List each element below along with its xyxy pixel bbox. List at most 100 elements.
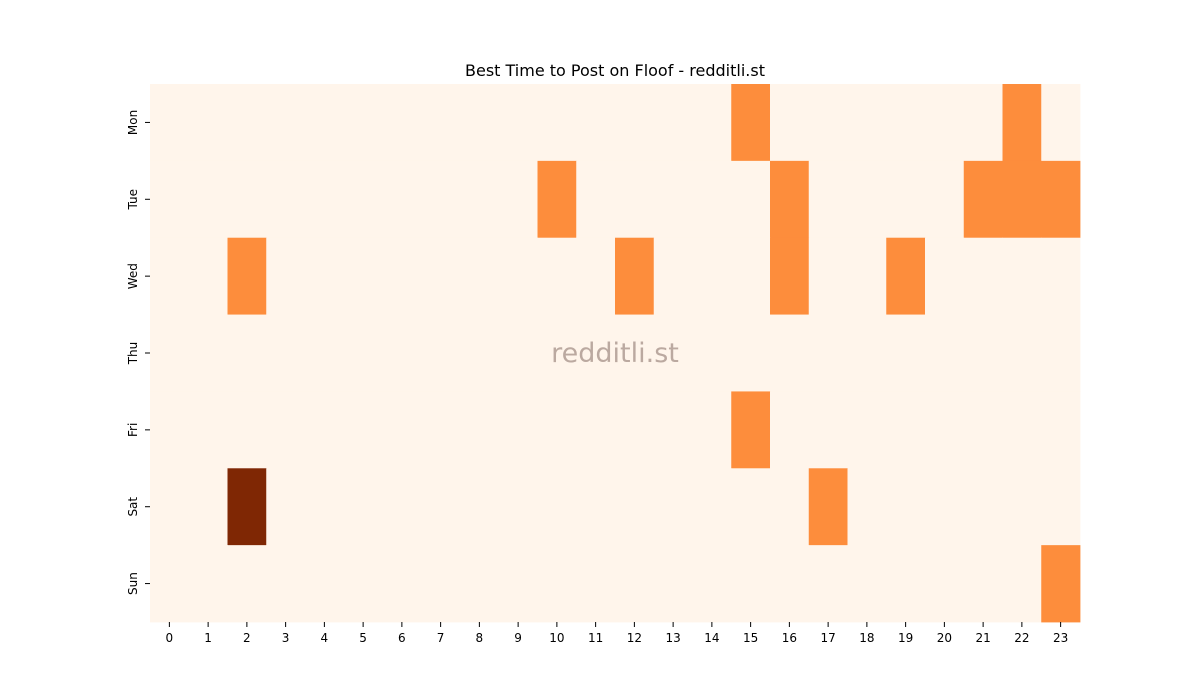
heatmap-cell	[808, 160, 848, 239]
heatmap-cell	[692, 237, 732, 315]
heatmap-cell	[731, 314, 771, 392]
heatmap-cell	[460, 545, 500, 623]
heatmap-cell	[305, 545, 345, 623]
heatmap-cell	[770, 237, 810, 315]
heatmap-cell	[1041, 237, 1081, 315]
heatmap-cell	[382, 237, 422, 315]
heatmap-cell	[421, 160, 461, 239]
heatmap-cell	[731, 391, 771, 469]
heatmap-cell	[1041, 84, 1081, 162]
heatmap-cell	[188, 84, 228, 162]
x-tick-label: 0	[166, 631, 174, 645]
x-tick-label: 10	[549, 631, 564, 645]
heatmap-cell	[150, 160, 190, 239]
heatmap-cell	[1002, 160, 1042, 239]
heatmap-cell	[382, 314, 422, 392]
heatmap-cell	[847, 160, 887, 239]
heatmap-cell	[150, 84, 190, 162]
heatmap-cell	[886, 468, 926, 546]
heatmap-cell	[460, 84, 500, 162]
heatmap-cell	[382, 160, 422, 239]
heatmap-cell	[266, 468, 306, 546]
heatmap-cell	[266, 545, 306, 623]
x-tick-label: 7	[437, 631, 445, 645]
heatmap-cell	[925, 314, 965, 392]
watermark: redditli.st	[551, 338, 679, 369]
heatmap-cell	[382, 84, 422, 162]
heatmap-cell	[305, 314, 345, 392]
heatmap-cell	[421, 391, 461, 469]
x-tick-label: 2	[243, 631, 251, 645]
heatmap-cell	[227, 237, 267, 315]
heatmap-cell	[808, 468, 848, 546]
x-tick-label: 6	[398, 631, 406, 645]
heatmap-cell	[498, 237, 538, 315]
x-tick-label: 11	[588, 631, 603, 645]
x-tick-label: 9	[514, 631, 522, 645]
heatmap-cell	[305, 84, 345, 162]
heatmap-cell	[886, 314, 926, 392]
heatmap-cell	[421, 545, 461, 623]
heatmap-cell	[305, 237, 345, 315]
x-tick-label: 21	[975, 631, 990, 645]
heatmap-cell	[498, 468, 538, 546]
y-tick-label: Wed	[126, 263, 140, 289]
heatmap-cell	[150, 545, 190, 623]
heatmap-cell	[227, 160, 267, 239]
heatmap-cell	[653, 468, 693, 546]
heatmap-cell	[382, 391, 422, 469]
heatmap-cell	[1002, 468, 1042, 546]
y-tick-label: Tue	[126, 189, 140, 211]
heatmap-cell	[653, 391, 693, 469]
heatmap-cell	[305, 160, 345, 239]
heatmap-cell	[576, 391, 616, 469]
heatmap-cell	[537, 160, 577, 239]
heatmap-cell	[925, 468, 965, 546]
heatmap-cell	[266, 391, 306, 469]
heatmap-cell	[227, 545, 267, 623]
heatmap-cell	[498, 160, 538, 239]
y-tick-label: Mon	[126, 110, 140, 135]
x-tick-label: 18	[859, 631, 874, 645]
heatmap-cell	[1041, 545, 1081, 623]
heatmap-cell	[886, 84, 926, 162]
x-tick-label: 17	[820, 631, 835, 645]
heatmap-cell	[1002, 237, 1042, 315]
heatmap-cell	[808, 391, 848, 469]
heatmap-cell	[653, 160, 693, 239]
x-tick-label: 5	[359, 631, 367, 645]
heatmap-cell	[343, 468, 383, 546]
heatmap-cell	[421, 84, 461, 162]
heatmap-cell	[460, 237, 500, 315]
heatmap-cell	[653, 84, 693, 162]
heatmap-cell	[576, 468, 616, 546]
heatmap-cell	[343, 545, 383, 623]
y-tick-label: Thu	[126, 342, 140, 366]
x-tick-label: 15	[743, 631, 758, 645]
heatmap-cell	[925, 391, 965, 469]
heatmap-cell	[886, 160, 926, 239]
heatmap-cell	[460, 160, 500, 239]
heatmap-cell	[576, 545, 616, 623]
heatmap-cell	[1002, 391, 1042, 469]
heatmap-cell	[266, 237, 306, 315]
heatmap-cell	[963, 160, 1003, 239]
heatmap-cell	[537, 391, 577, 469]
heatmap-cell	[886, 545, 926, 623]
heatmap-cell	[615, 468, 655, 546]
heatmap-cell	[808, 314, 848, 392]
heatmap-cell	[808, 237, 848, 315]
x-tick-label: 19	[898, 631, 913, 645]
heatmap-cell	[382, 545, 422, 623]
heatmap-cell	[421, 314, 461, 392]
heatmap-cell	[770, 84, 810, 162]
heatmap-cell	[1041, 160, 1081, 239]
heatmap-cell	[188, 237, 228, 315]
heatmap-cell	[847, 391, 887, 469]
heatmap-cell	[963, 314, 1003, 392]
heatmap-cell	[886, 391, 926, 469]
heatmap-cell	[615, 160, 655, 239]
heatmap-cell	[537, 237, 577, 315]
heatmap-cell	[963, 237, 1003, 315]
heatmap-cell	[421, 237, 461, 315]
